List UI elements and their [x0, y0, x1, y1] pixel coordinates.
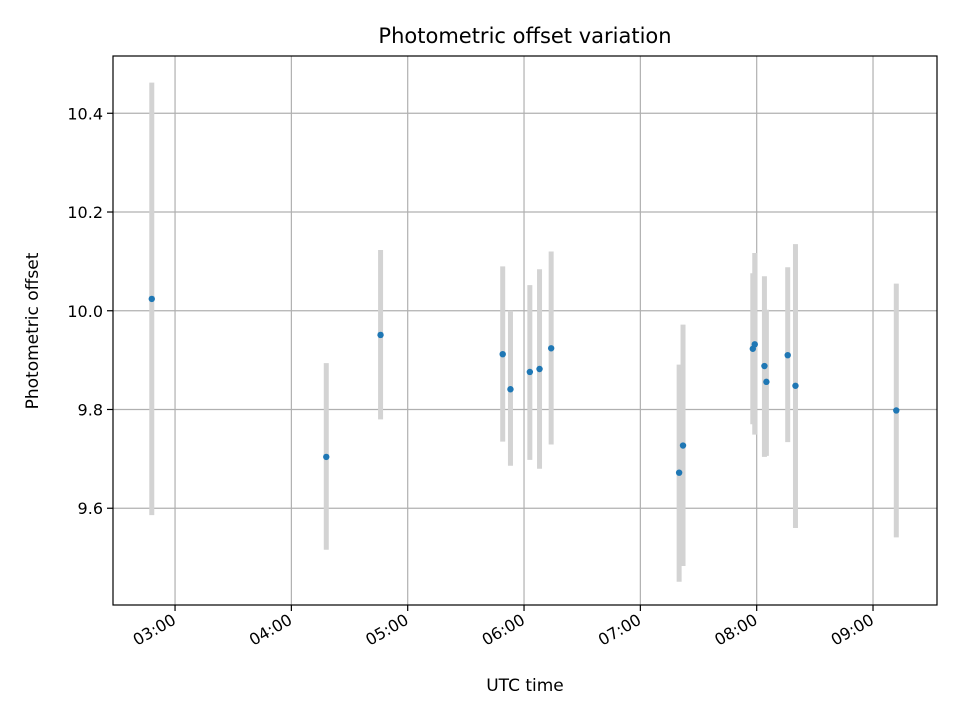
data-point: [323, 453, 330, 461]
data-point: [893, 407, 900, 414]
x-axis-label: UTC time: [486, 676, 564, 696]
data-point: [784, 351, 791, 359]
y-tick-label: 10.4: [67, 104, 103, 123]
data-point: [148, 295, 155, 303]
data-point: [792, 382, 799, 389]
y-axis-label: Photometric offset: [23, 252, 43, 409]
data-point: [679, 442, 687, 449]
y-tick-label: 10.0: [67, 302, 103, 321]
data-point: [526, 368, 534, 376]
data-point: [507, 386, 514, 393]
y-tick-label: 9.8: [78, 400, 103, 419]
data-point: [763, 378, 770, 386]
data-point: [377, 331, 384, 339]
data-point: [761, 362, 768, 370]
data-point: [499, 350, 506, 358]
data-point: [536, 365, 543, 373]
chart-title: Photometric offset variation: [378, 24, 671, 48]
plot-frame: [112, 55, 938, 606]
y-tick-label: 9.6: [78, 499, 103, 518]
y-tick-label: 10.2: [67, 203, 103, 222]
data-point: [751, 341, 758, 348]
data-points: [148, 295, 900, 476]
data-point: [547, 345, 555, 352]
data-point: [675, 469, 683, 476]
